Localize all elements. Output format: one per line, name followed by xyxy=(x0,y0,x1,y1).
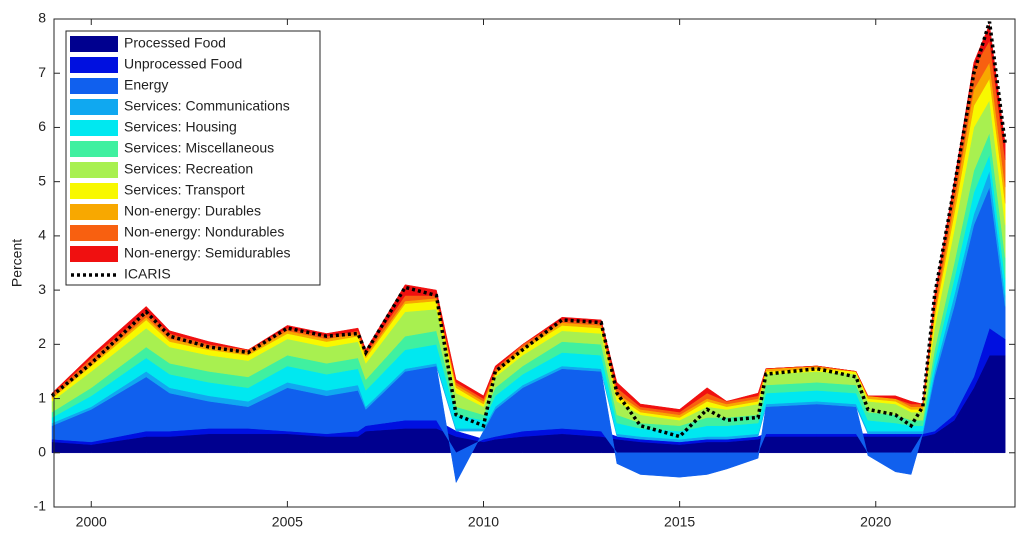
x-tick-label: 2000 xyxy=(76,514,107,530)
legend-label: Energy xyxy=(124,77,168,93)
legend: Processed Food Unprocessed Food Energy Serv… xyxy=(65,30,321,286)
y-tick-label: 2 xyxy=(38,335,46,351)
icaris-line xyxy=(50,21,1007,439)
legend-label: Services: Transport xyxy=(124,182,245,198)
y-tick-label: 4 xyxy=(38,227,46,243)
legend-swatch xyxy=(70,57,118,73)
y-tick-label: 6 xyxy=(38,118,46,134)
legend-swatch xyxy=(70,78,118,94)
legend-swatch xyxy=(70,225,118,241)
legend-swatch xyxy=(70,183,118,199)
x-tick-label: 2010 xyxy=(468,514,499,530)
legend-swatch xyxy=(70,120,118,136)
y-tick-label: 7 xyxy=(38,64,46,80)
legend-label: Services: Recreation xyxy=(124,161,253,177)
legend-label: ICARIS xyxy=(124,266,171,282)
y-axis-label: Percent xyxy=(9,239,25,287)
legend-label: Processed Food xyxy=(124,35,226,51)
y-tick-label: 1 xyxy=(38,389,46,405)
legend-label: Non-energy: Semidurables xyxy=(124,245,291,261)
y-tick-label: 8 xyxy=(38,10,46,26)
legend-label: Services: Housing xyxy=(124,119,237,135)
legend-label: Unprocessed Food xyxy=(124,56,242,72)
legend-label: Non-energy: Durables xyxy=(124,203,261,219)
y-tick-label: 0 xyxy=(38,443,46,459)
x-tick-label: 2020 xyxy=(860,514,891,530)
x-tick-label: 2005 xyxy=(272,514,303,530)
y-tick-label: 3 xyxy=(38,281,46,297)
legend-label: Services: Communications xyxy=(124,98,290,114)
legend-box xyxy=(65,30,321,286)
legend-label: Services: Miscellaneous xyxy=(124,140,274,156)
plot-frame xyxy=(53,18,1016,508)
x-tick-label: 2015 xyxy=(664,514,695,530)
legend-swatch xyxy=(70,246,118,262)
legend-swatch xyxy=(70,99,118,115)
area xyxy=(51,186,1006,484)
y-tick-label: -1 xyxy=(34,498,47,514)
legend-label: Non-energy: Nondurables xyxy=(124,224,284,240)
legend-swatch xyxy=(70,36,118,52)
legend-swatch xyxy=(70,162,118,178)
legend-swatch xyxy=(70,204,118,220)
legend-swatch xyxy=(70,141,118,157)
y-tick-label: 5 xyxy=(38,172,46,188)
